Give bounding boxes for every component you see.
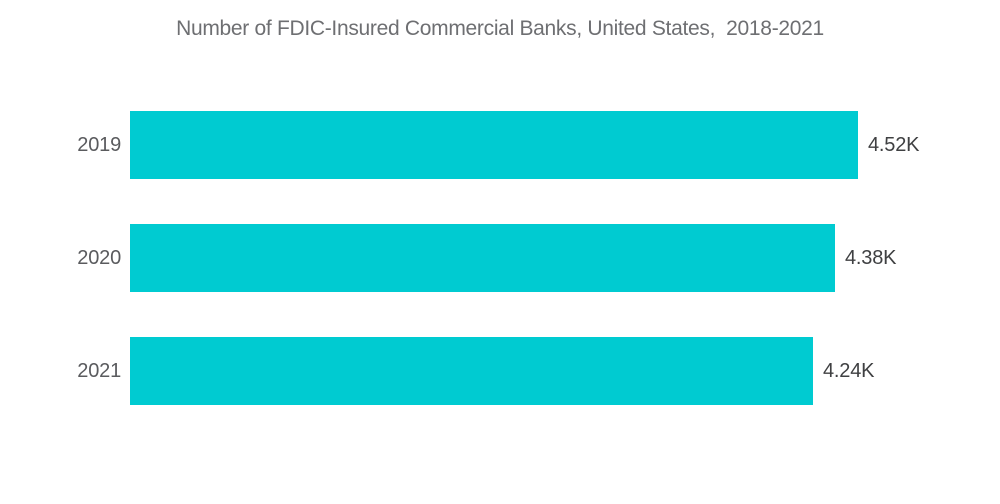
bar-row-2021: 2021 4.24K [0,337,1000,405]
value-label-2021: 4.24K [823,359,875,382]
value-label-2019: 4.52K [868,133,920,156]
bar-chart: Number of FDIC-Insured Commercial Banks,… [0,17,1000,504]
bar-2019 [130,111,858,179]
chart-plot-area: 2019 4.52K 2020 4.38K 2021 4.24K [0,111,1000,405]
value-label-2020: 4.38K [845,246,897,269]
chart-title: Number of FDIC-Insured Commercial Banks,… [176,17,824,40]
category-label-2021: 2021 [77,359,121,382]
bar-2020 [130,224,835,292]
category-label-2019: 2019 [77,133,121,156]
bar-row-2020: 2020 4.38K [0,224,1000,292]
bar-2021 [130,337,813,405]
bar-row-2019: 2019 4.52K [0,111,1000,179]
category-label-2020: 2020 [77,246,121,269]
